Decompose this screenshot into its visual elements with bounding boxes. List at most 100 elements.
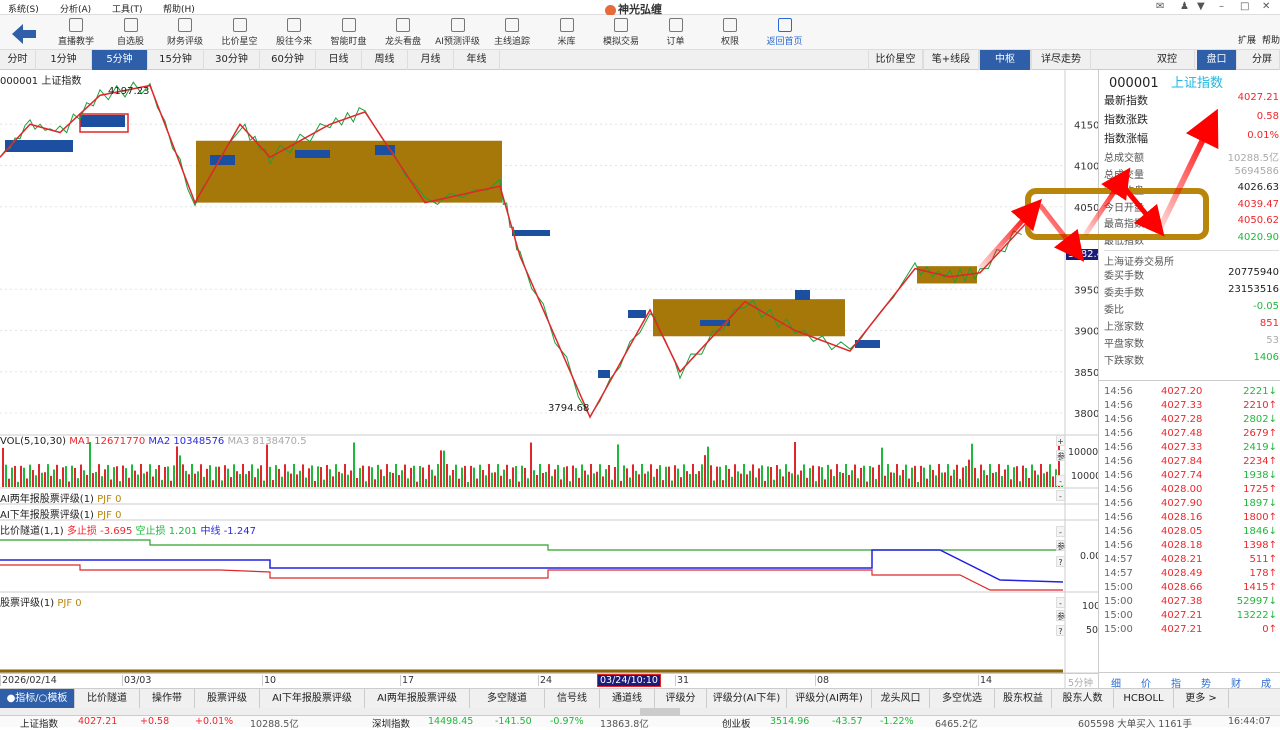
price-tick: 3950 <box>1074 285 1098 296</box>
cy-index-pct: -1.22% <box>880 716 914 727</box>
stat-value: 0.01% <box>1247 130 1279 141</box>
panel-view-tab[interactable]: 势 <box>1201 679 1211 690</box>
panel-tab[interactable]: 双控 <box>1140 50 1195 70</box>
indicator-tab[interactable]: HCBOLL <box>1114 689 1174 709</box>
menu-system[interactable]: 系统(S) <box>8 5 39 15</box>
volume-bar <box>428 464 430 487</box>
skin-icon[interactable]: ▼ <box>1197 1 1205 12</box>
toolbar-item[interactable]: 财务评级 <box>155 18 215 47</box>
minimize-button[interactable]: – <box>1219 1 1224 12</box>
toolbar-item[interactable]: 智能盯盘 <box>319 18 379 47</box>
toolbar-item[interactable]: 米库 <box>537 18 597 47</box>
volume-bar <box>791 473 793 487</box>
toolbar-item[interactable]: 主线追踪 <box>482 18 542 47</box>
toolbar-item[interactable]: 比价星空 <box>210 18 270 47</box>
period-tab[interactable]: 年线 <box>454 50 500 70</box>
period-tab[interactable]: 1分钟 <box>36 50 92 70</box>
maximize-button[interactable]: □ <box>1240 1 1250 12</box>
panel-view-tab[interactable]: 财 <box>1231 679 1241 690</box>
stat-value: 5694586 <box>1234 165 1279 177</box>
tick-time: 15:00 <box>1104 596 1133 607</box>
period-tab[interactable]: 15分钟 <box>148 50 204 70</box>
sh-index-name[interactable]: 上证指数 <box>20 719 59 730</box>
toolbar-item[interactable]: 模拟交易 <box>591 18 651 47</box>
period-tab[interactable]: 60分钟 <box>260 50 316 70</box>
period-tab[interactable]: 周线 <box>362 50 408 70</box>
volume-bar <box>62 467 64 487</box>
indicator-tab[interactable]: 通道线 <box>600 689 655 709</box>
indicator-tab[interactable]: 股东权益 <box>995 689 1052 709</box>
indicator-tab[interactable]: 龙头风口 <box>872 689 930 709</box>
volume-bar <box>125 468 127 487</box>
indicator-tab[interactable]: 更多 > <box>1174 689 1229 709</box>
quote-stat: 今日开盘 4039.47 <box>1104 199 1279 216</box>
volume-bar <box>440 450 442 487</box>
panel-view-tab[interactable]: 指 <box>1171 679 1181 690</box>
volume-bar <box>206 468 208 487</box>
panel-view-tab[interactable]: 成 <box>1261 679 1271 690</box>
tick-row: 15:00 4028.66 1415↑ <box>1104 582 1279 599</box>
toolbar-item[interactable]: 订单 <box>646 18 706 47</box>
sz-index-name[interactable]: 深圳指数 <box>372 719 411 730</box>
period-tab[interactable]: 月线 <box>408 50 454 70</box>
volume-bar <box>179 455 181 487</box>
menu-tools[interactable]: 工具(T) <box>112 5 143 15</box>
indicator-tab[interactable]: 评级分(AI下年) <box>707 689 787 709</box>
period-tab[interactable]: 分时 <box>0 50 36 70</box>
user-icon[interactable]: ♟ <box>1180 1 1189 12</box>
period-tab[interactable]: 日线 <box>316 50 362 70</box>
chart-mode-tab[interactable]: 详尽走势 <box>1031 50 1091 70</box>
news-ticker[interactable]: 605598 大单买入 1161手 <box>1078 719 1192 730</box>
indicator-tab[interactable]: 比价隧道 <box>75 689 140 709</box>
volume-bar <box>515 466 517 487</box>
chart-mode-tab[interactable]: 比价星空 <box>868 50 923 70</box>
toolbar-item[interactable]: 龙头看盘 <box>373 18 433 47</box>
indicator-tab[interactable]: AI下年报股票评级 <box>260 689 365 709</box>
indicator-tab[interactable]: 评级分(AI两年) <box>787 689 872 709</box>
chart-area[interactable]: 4150 4100 4050 3950 3900 3850 3800 <box>0 70 1098 688</box>
toolbar-item[interactable]: 自选股 <box>101 18 161 47</box>
volume-bar <box>758 468 760 487</box>
indicator-tab[interactable]: 操作带 <box>140 689 195 709</box>
stat-label: 下跌家数 <box>1104 356 1144 367</box>
indicator-tab[interactable]: 多空优选 <box>930 689 995 709</box>
expand-button[interactable]: 扩展 <box>1238 36 1257 46</box>
volume-bar <box>119 481 121 487</box>
bi-segment-box <box>628 310 646 318</box>
indicator-tab[interactable]: 信号线 <box>545 689 600 709</box>
panel-tab[interactable]: 盘口 <box>1197 50 1237 70</box>
quote-stat: 最高指数 4050.62 <box>1104 215 1279 232</box>
indicator-tab[interactable]: 评级分 <box>655 689 707 709</box>
help-button[interactable]: 帮助 <box>1262 36 1280 46</box>
volume-bar <box>8 478 10 487</box>
volume-bar <box>383 476 385 487</box>
volume-bar <box>875 479 877 487</box>
toolbar-item[interactable]: 直播教学 <box>46 18 106 47</box>
indicator-tab[interactable]: AI两年报股票评级 <box>365 689 470 709</box>
close-button[interactable]: ✕ <box>1262 1 1271 12</box>
menu-analysis[interactable]: 分析(A) <box>60 5 92 15</box>
indicator-tab[interactable]: 股票评级 <box>195 689 260 709</box>
back-arrow-icon[interactable] <box>10 23 38 45</box>
chart-mode-tab[interactable]: 笔+线段 <box>923 50 979 70</box>
message-icon[interactable]: ✉ <box>1156 1 1165 12</box>
panel-view-tab[interactable]: 价 <box>1141 679 1151 690</box>
indicator-tab[interactable]: 多空隧道 <box>470 689 545 709</box>
volume-bar <box>455 464 457 487</box>
volume-bar <box>95 471 97 487</box>
period-tab[interactable]: 5分钟 <box>92 50 148 70</box>
chart-mode-tab[interactable]: 中枢 <box>979 50 1031 70</box>
toolbar-item[interactable]: 返回首页 <box>755 18 815 47</box>
toolbar-item[interactable]: AI预测评级 <box>428 18 488 47</box>
horizontal-scrollbar[interactable] <box>0 708 1280 715</box>
panel-view-tab[interactable]: 细 <box>1111 679 1121 690</box>
toolbar-item[interactable]: 权限 <box>700 18 760 47</box>
volume-bar <box>509 479 511 487</box>
period-tab[interactable]: 30分钟 <box>204 50 260 70</box>
cy-index-name[interactable]: 创业板 <box>722 719 751 730</box>
indicator-tab[interactable]: 股东人数 <box>1052 689 1114 709</box>
toolbar-item[interactable]: 股往今来 <box>264 18 324 47</box>
indicator-tab[interactable]: ●指标/○模板 <box>0 689 75 709</box>
menu-help[interactable]: 帮助(H) <box>163 5 195 15</box>
bi-segment-box <box>5 140 73 152</box>
